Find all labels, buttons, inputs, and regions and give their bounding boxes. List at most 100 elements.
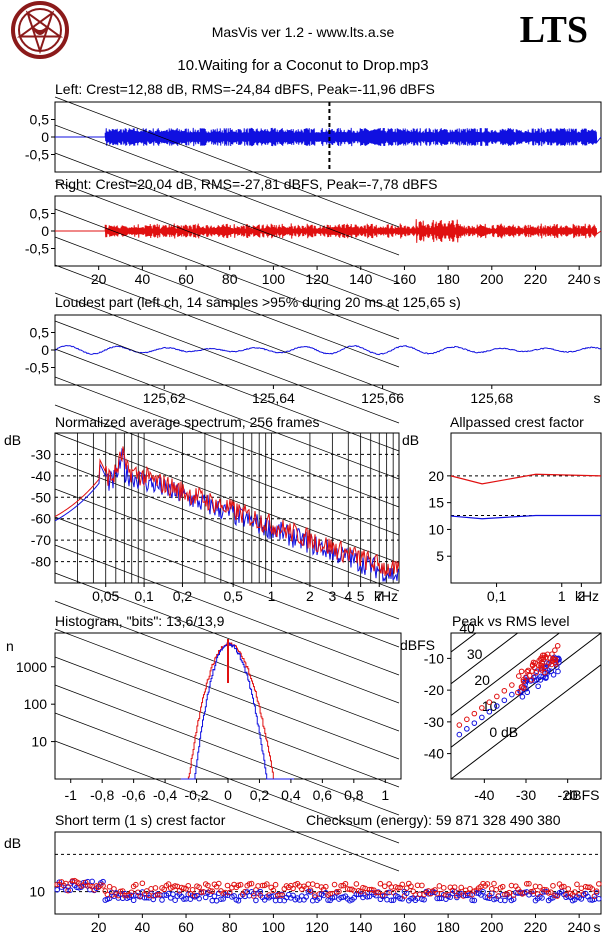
shortcrest-left-point — [539, 895, 545, 901]
shortcrest-right-point — [331, 881, 338, 888]
shortcrest-left-point — [67, 887, 74, 893]
shortcrest-right-point — [565, 886, 572, 892]
loudest-xlabel: 125,62 — [143, 390, 186, 406]
peakrms-right-point — [509, 682, 515, 688]
shortcrest-left-point — [268, 893, 275, 900]
shortcrest-xlabel: 20 — [91, 919, 107, 935]
spectrum-slope-line — [54, 432, 400, 564]
shortcrest-right-point — [537, 884, 543, 890]
peakrms-right-point — [464, 716, 470, 723]
shortcrest-right-point — [152, 885, 159, 891]
shortcrest-right-point — [506, 889, 513, 896]
shortcrest-right-point — [384, 889, 390, 896]
histogram-ylabel: 100 — [24, 696, 48, 712]
shortcrest-right-point — [440, 885, 447, 891]
shortcrest-left-point — [390, 897, 397, 903]
histogram-xlabel: -0,4 — [153, 787, 177, 803]
peakrms-left-point — [524, 689, 531, 696]
shortcrest-right-point — [399, 881, 406, 888]
spectrum-slope-line — [54, 208, 400, 340]
peakrms-left-point — [494, 703, 500, 709]
shortcrest-right-point — [307, 887, 314, 894]
loudest-xlabel: 125,64 — [252, 390, 295, 406]
peakrms-left-point — [519, 693, 526, 700]
shortcrest-xlabel: 140 — [349, 919, 373, 935]
peakrms-ylabel: -20 — [424, 682, 444, 698]
shortcrest-right-point — [117, 888, 124, 895]
shortcrest-xlabel: 100 — [262, 919, 286, 935]
peakrms-title: Peak vs RMS level — [452, 613, 570, 629]
peakrms-right-point — [515, 689, 521, 696]
shortcrest-right-point — [571, 889, 578, 895]
shortcrest-left-point — [218, 896, 224, 902]
shortcrest-right-point — [508, 882, 515, 889]
shortcrest-right-point — [530, 888, 537, 895]
shortcrest-left-point — [469, 897, 475, 904]
shortcrest-right-point — [165, 881, 172, 887]
spectrum-ylabel: -70 — [31, 532, 51, 548]
peakrms-ylabel: -10 — [424, 650, 444, 666]
logo-ring — [11, 1, 69, 59]
shortcrest-left-point — [202, 894, 209, 901]
shortcrest-right-point — [154, 891, 161, 898]
right-ylabel: -0,5 — [25, 241, 49, 257]
peakrms-crest-label: 40 — [459, 620, 475, 636]
shortcrest-xlabel: 180 — [436, 919, 460, 935]
peakrms-left-point — [531, 677, 538, 684]
spectrum-xlabel: 2 — [306, 588, 314, 604]
peakrms-right-point — [536, 662, 542, 669]
shortcrest-xlabel: 160 — [393, 919, 417, 935]
right-xlabel: 200 — [480, 271, 504, 287]
peakrms-right-point — [549, 658, 555, 665]
right-xlabel: 100 — [262, 271, 286, 287]
shortcrest-right-point — [205, 882, 211, 889]
shortcrest-left-point — [502, 897, 508, 904]
spectrum-slope-line — [54, 348, 400, 480]
right-xlabel: 180 — [436, 271, 460, 287]
shortcrest-xlabel: 120 — [305, 919, 329, 935]
shortcrest-right-point — [491, 880, 497, 887]
crest-left-curve — [450, 514, 601, 520]
crest-frame — [450, 432, 602, 584]
peakrms-right-point — [456, 722, 463, 728]
peakrms-right-point — [539, 665, 545, 672]
right-waveform — [55, 219, 602, 243]
spectrum-frame — [54, 432, 400, 584]
shortcrest-left-point — [54, 886, 60, 893]
peakrms-right-point — [554, 643, 561, 649]
peakrms-right-point — [479, 705, 485, 711]
shortcrest-right-point — [189, 886, 196, 893]
shortcrest-left-point — [235, 897, 242, 904]
spectrum-ylabel: -50 — [31, 489, 51, 505]
shortcrest-right-point — [561, 883, 567, 890]
spectrum-slope-line — [54, 740, 400, 872]
shortcrest-right-point — [336, 888, 342, 895]
shortcrest-right-point — [106, 883, 113, 890]
peakrms-right-point — [494, 693, 500, 700]
shortcrest-left-point — [596, 895, 602, 902]
spectrum-slope-line — [54, 404, 400, 536]
peakrms-yunit: dBFS — [400, 637, 435, 653]
spectrum-xlabel: 4 — [344, 588, 352, 604]
shortcrest-left-point — [130, 897, 137, 904]
spectrum-xunit: kHz — [374, 588, 398, 604]
spectrum-slope-line — [54, 460, 400, 592]
spectrum-slope-line — [54, 712, 400, 844]
left-ylabel: 0,5 — [30, 112, 50, 128]
spectrum-slope-line — [54, 516, 400, 648]
shortcrest-left-point — [436, 895, 443, 902]
checksum-text: Checksum (energy): 59 871 328 490 380 — [306, 812, 561, 828]
peakrms-crest-label: 30 — [467, 646, 483, 662]
shortcrest-right-point — [246, 881, 253, 887]
shortcrest-right-point — [270, 887, 277, 894]
track-title: 10.Waiting for a Coconut to Drop.mp3 — [177, 57, 429, 74]
shortcrest-xlabel: 220 — [524, 919, 548, 935]
spectrum-slope-line — [54, 376, 400, 508]
shortcrest-left-point — [222, 892, 229, 898]
shortcrest-left-point — [196, 895, 202, 902]
pentagram-goat-logo-icon — [11, 1, 69, 59]
crest-ylabel: 15 — [428, 495, 444, 511]
shortcrest-left-point — [56, 879, 63, 885]
shortcrest-right-point — [148, 886, 154, 892]
